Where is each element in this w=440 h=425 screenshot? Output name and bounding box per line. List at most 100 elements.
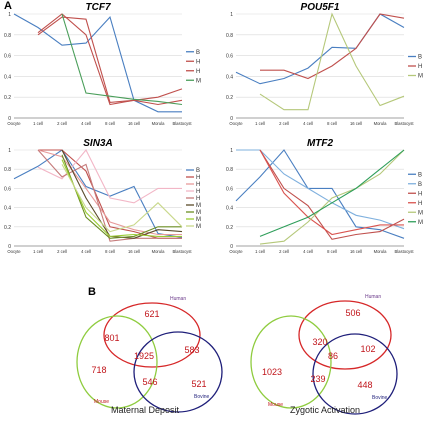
venn-count-bovine-only: 448 xyxy=(357,380,372,390)
venn-label-mouse: Mouse xyxy=(268,402,283,408)
series-line-5 xyxy=(259,149,405,237)
y-tick-label: 1 xyxy=(230,12,233,18)
y-tick-label: 0.2 xyxy=(226,95,233,101)
chart-tcf7: TCF7 0 0.2 0.4 0.6 0.8 1 Oocyte 1 cell 2 cell 4 ce… xyxy=(4,2,201,126)
venn-label-mouse: Mouse xyxy=(94,399,109,405)
x-tick-label: 8 cell xyxy=(105,249,115,254)
legend-entry: B xyxy=(418,182,422,188)
x-tick-label: 1 cell xyxy=(255,249,265,254)
x-tick-label: Blastocyst xyxy=(172,249,192,254)
y-tick-label: 0 xyxy=(230,116,233,122)
x-tick-label: Oocyte xyxy=(7,121,21,126)
venn-caption: Maternal Deposit xyxy=(111,405,180,415)
chart-title: SIN3A xyxy=(83,138,112,149)
x-tick-label: 16 cell xyxy=(350,249,362,254)
x-tick-label: 2 cell xyxy=(57,249,67,254)
series-line-1 xyxy=(37,16,183,103)
legend-entry: B xyxy=(196,50,200,56)
venn-circle-bovine xyxy=(133,331,223,413)
legend-entry: M xyxy=(196,224,201,230)
series-line-5 xyxy=(61,149,183,239)
y-tick-label: 1 xyxy=(8,12,11,18)
y-tick-label: 0.4 xyxy=(4,206,11,212)
series-line-2 xyxy=(259,12,405,111)
chart-title: POU5F1 xyxy=(301,2,340,13)
chart-title: MTF2 xyxy=(307,138,334,149)
legend-entry: H xyxy=(418,64,422,70)
series-line-6 xyxy=(61,154,182,239)
venn-count-human-mouse: 801 xyxy=(104,333,119,343)
x-tick-label: Oocyte xyxy=(229,121,243,126)
series-line-1 xyxy=(260,13,405,80)
venn-label-bovine: Bovine xyxy=(372,395,388,401)
series-line-2 xyxy=(37,149,182,236)
legend-entry: B xyxy=(196,168,200,174)
legend-entry: M xyxy=(196,203,201,209)
series-line-0 xyxy=(13,149,183,238)
legend-entry: B xyxy=(418,172,422,178)
y-tick-label: 0.6 xyxy=(226,54,233,60)
venn-count-all-three: 86 xyxy=(328,351,338,361)
x-tick-label: Morula xyxy=(374,249,387,254)
series-line-7 xyxy=(61,159,182,237)
y-tick-label: 0.8 xyxy=(4,33,11,39)
venn-count-human-bovine: 102 xyxy=(360,344,375,354)
legend-entry: H xyxy=(418,191,422,197)
venn-count-human-only: 621 xyxy=(144,309,159,319)
x-tick-label: Oocyte xyxy=(229,249,243,254)
legend-entry: M xyxy=(418,210,423,216)
series-line-0 xyxy=(235,149,405,239)
y-tick-label: 0.4 xyxy=(4,74,11,80)
chart-sin3a: SIN3A 0 0.2 0.4 0.6 0.8 1 Oocyte 1 cell 2 cell 4 c… xyxy=(4,138,201,254)
venn-caption: Zygotic Activation xyxy=(290,405,360,415)
x-tick-label: Morula xyxy=(152,121,165,126)
venn-count-human-mouse: 320 xyxy=(312,337,327,347)
panel-b-label: B xyxy=(88,286,96,298)
venn-label-human: Human xyxy=(170,296,186,302)
x-tick-label: 8 cell xyxy=(105,121,115,126)
series-line-8 xyxy=(61,164,183,233)
x-tick-label: 1 cell xyxy=(33,121,43,126)
y-tick-label: 0.6 xyxy=(4,54,11,60)
x-tick-label: Morula xyxy=(152,249,165,254)
legend-entry: H xyxy=(196,175,200,181)
y-tick-label: 0.6 xyxy=(4,186,11,192)
y-tick-label: 0 xyxy=(8,116,11,122)
x-tick-label: 4 cell xyxy=(81,249,91,254)
venn-circle-mouse xyxy=(76,315,158,409)
x-tick-label: 2 cell xyxy=(57,121,67,126)
x-tick-label: Blastocyst xyxy=(172,121,192,126)
series-line-2 xyxy=(37,13,183,106)
y-tick-label: 0.2 xyxy=(226,225,233,231)
legend-entry: M xyxy=(196,217,201,223)
y-tick-label: 0.2 xyxy=(4,95,11,101)
venn-count-human-bovine: 583 xyxy=(184,345,199,355)
legend-entry: H xyxy=(196,182,200,188)
x-tick-label: 2 cell xyxy=(279,249,289,254)
y-tick-label: 1 xyxy=(230,148,233,154)
series-line-2 xyxy=(259,149,405,240)
series-line-1 xyxy=(236,149,405,230)
venn-count-mouse-bovine: 546 xyxy=(142,377,157,387)
chart-pou5f1: POU5F1 0 0.2 0.4 0.6 0.8 1 Oocyte 1 cell 2 cell 4 … xyxy=(226,2,423,126)
x-tick-label: Morula xyxy=(374,121,387,126)
venn-count-all-three: 1925 xyxy=(134,351,154,361)
legend-entry: M xyxy=(196,210,201,216)
y-tick-label: 0.8 xyxy=(226,167,233,173)
venn-label-bovine: Bovine xyxy=(194,394,210,400)
chart-mtf2: MTF2 0 0.2 0.4 0.6 0.8 1 Oocyte 1 cell 2 cell 4 ce… xyxy=(226,138,423,254)
venn-circle-human xyxy=(103,302,201,368)
x-tick-label: 4 cell xyxy=(303,121,313,126)
legend-entry: H xyxy=(418,201,422,207)
y-tick-label: 0 xyxy=(230,244,233,250)
x-tick-label: 16 cell xyxy=(350,121,362,126)
x-tick-label: 4 cell xyxy=(303,249,313,254)
series-line-3 xyxy=(259,149,404,236)
x-tick-label: 2 cell xyxy=(279,121,289,126)
venn-circle-human xyxy=(298,300,392,370)
venn-0: 621 801 1925 583 718 546 521 Human Mouse Bovine Ma… xyxy=(76,296,223,415)
y-tick-label: 0.4 xyxy=(226,206,233,212)
